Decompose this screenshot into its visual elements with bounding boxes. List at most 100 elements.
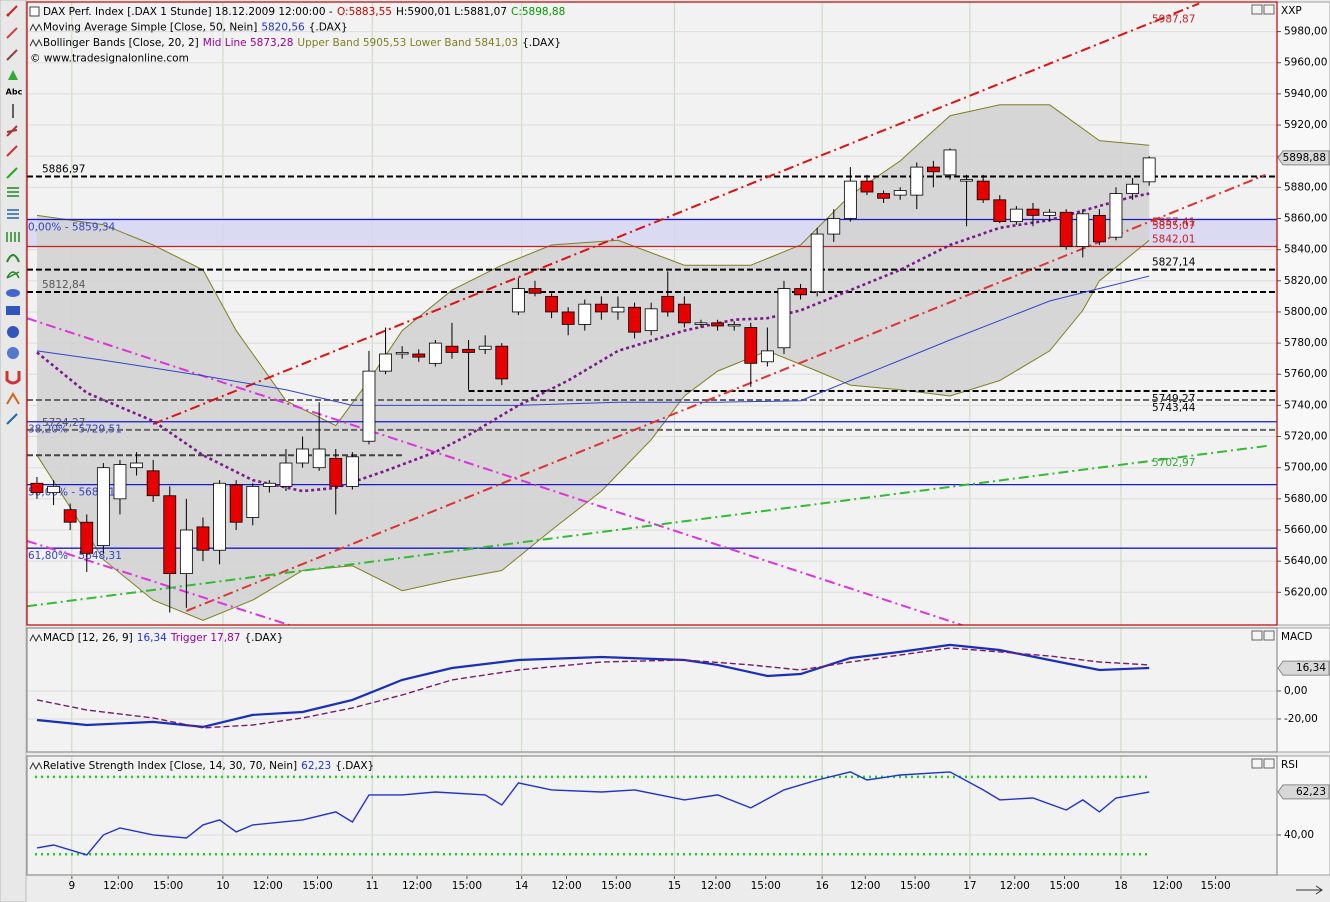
candle-body: [960, 179, 973, 182]
legend-text: Relative Strength Index [Close, 14, 30, …: [43, 760, 297, 772]
upper-band: [36, 104, 1150, 427]
candle-body: [1026, 208, 1040, 216]
tool-fan[interactable]: [6, 271, 20, 279]
panel-button[interactable]: [1263, 630, 1275, 641]
y-tick-label: 5780,00: [1284, 337, 1327, 349]
tool-sphere[interactable]: [7, 347, 19, 359]
tool-ray[interactable]: [6, 49, 18, 61]
panel-button[interactable]: [1263, 4, 1275, 15]
legend-text: {.DAX}: [335, 760, 374, 772]
legend-text: 62,23: [301, 760, 331, 772]
tool-magnet[interactable]: [5, 371, 21, 385]
legend-line: MACD [12, 26, 9] 16,34 Trigger 17,87 {.DAX}: [43, 632, 283, 644]
legend-icon: [29, 38, 43, 48]
y-tick-label: 5860,00: [1284, 212, 1327, 224]
legend-icon: [29, 633, 43, 643]
last-value-label: 16,34: [1296, 662, 1326, 674]
candle-body: [810, 233, 824, 293]
axis-title: RSI: [1281, 759, 1298, 771]
tool-ellipse[interactable]: [6, 289, 20, 297]
tool-pen[interactable]: [6, 5, 18, 17]
last-value-box: [1277, 150, 1330, 166]
legend-line: Moving Average Simple [Close, 50, Nein] 5…: [43, 22, 348, 34]
tool-arc[interactable]: [6, 254, 20, 263]
candle-body: [96, 467, 110, 546]
candle-body: [611, 306, 625, 313]
toolbar-panel: [0, 0, 27, 902]
candle-body: [279, 462, 293, 487]
legend-icon: [29, 6, 40, 17]
tool-text[interactable]: Abc: [6, 88, 23, 97]
legend-line: Relative Strength Index [Close, 14, 30, …: [43, 760, 374, 772]
legend-text: 5820,56: [261, 22, 305, 34]
y-tick-label: 5820,00: [1284, 275, 1327, 287]
legend-text: DAX Perf. Index [.DAX 1 Stunde] 18.12.20…: [43, 6, 333, 18]
x-tick-label: 15:00: [302, 880, 332, 892]
tool-line[interactable]: [6, 27, 18, 39]
tool-fib[interactable]: [7, 187, 19, 197]
axis-title: XXP: [1281, 5, 1302, 17]
tool-arrow[interactable]: [8, 70, 18, 80]
candle-body: [760, 350, 774, 363]
x-tick-label: 17: [963, 880, 976, 892]
panel-button[interactable]: [1263, 758, 1275, 769]
candle-body: [345, 456, 359, 487]
candle-body: [561, 311, 575, 325]
candle-body: [694, 322, 708, 325]
legend-text: {.DAX}: [309, 22, 348, 34]
trend-line: [27, 539, 290, 625]
candle-body: [511, 288, 525, 313]
panel-frame: [26, 1, 1278, 626]
x-axis-area: [27, 876, 1330, 902]
x-tick-label: 16: [815, 880, 829, 892]
candle-body: [179, 529, 193, 575]
panel-frame: [26, 755, 1278, 876]
annotation: 5855,07: [1152, 220, 1195, 232]
candle-body: [362, 370, 376, 442]
candle-body: [1126, 183, 1139, 194]
x-tick-label: 15:00: [1200, 880, 1230, 892]
candle-body: [545, 295, 558, 313]
legend-text: Mid Line 5873,28: [203, 37, 294, 49]
tool-circle[interactable]: [7, 326, 19, 338]
trend-line: [27, 317, 966, 625]
candle-body: [1009, 208, 1023, 223]
legend-icon: [29, 761, 43, 771]
candle-body: [594, 303, 608, 313]
legend-icon: [29, 23, 43, 32]
lower-band: [36, 239, 1150, 621]
x-tick-label: 15:00: [452, 880, 482, 892]
band-fill: [37, 104, 1150, 621]
tool-pattern[interactable]: [6, 392, 20, 405]
candle-body: [993, 199, 1007, 223]
candle-body: [495, 345, 509, 380]
panel-button[interactable]: [1251, 758, 1263, 769]
tool-trend-green[interactable]: [6, 167, 18, 179]
candle-body: [843, 180, 857, 219]
tool-trend[interactable]: [6, 145, 18, 157]
candle-body: [312, 448, 326, 469]
scroll-icon[interactable]: [1296, 885, 1323, 895]
panel-button[interactable]: [1251, 630, 1263, 641]
tool-rect[interactable]: [6, 306, 20, 315]
level-label: 5724,27: [42, 417, 85, 429]
tool-cycle[interactable]: [6, 232, 20, 242]
candle-body: [777, 288, 791, 349]
tool-levels[interactable]: [7, 209, 19, 219]
tool-channel[interactable]: [6, 125, 18, 137]
candle-body: [1092, 214, 1106, 243]
candle-body: [860, 180, 874, 193]
candle-body: [113, 464, 127, 500]
trend-line: [185, 173, 1266, 612]
last-value-box: [1277, 660, 1330, 676]
candle-body: [30, 482, 44, 494]
panel-button[interactable]: [1251, 4, 1263, 15]
candle-body: [379, 353, 392, 372]
x-tick-label: 18: [1114, 880, 1127, 892]
tool-measure[interactable]: [6, 413, 18, 425]
y-tick-label: 5640,00: [1284, 555, 1327, 567]
candle-body: [1109, 193, 1123, 238]
legend-text: C:5898,88: [511, 6, 565, 18]
legend-text: {.DAX}: [244, 632, 283, 644]
candle-body: [926, 166, 940, 173]
